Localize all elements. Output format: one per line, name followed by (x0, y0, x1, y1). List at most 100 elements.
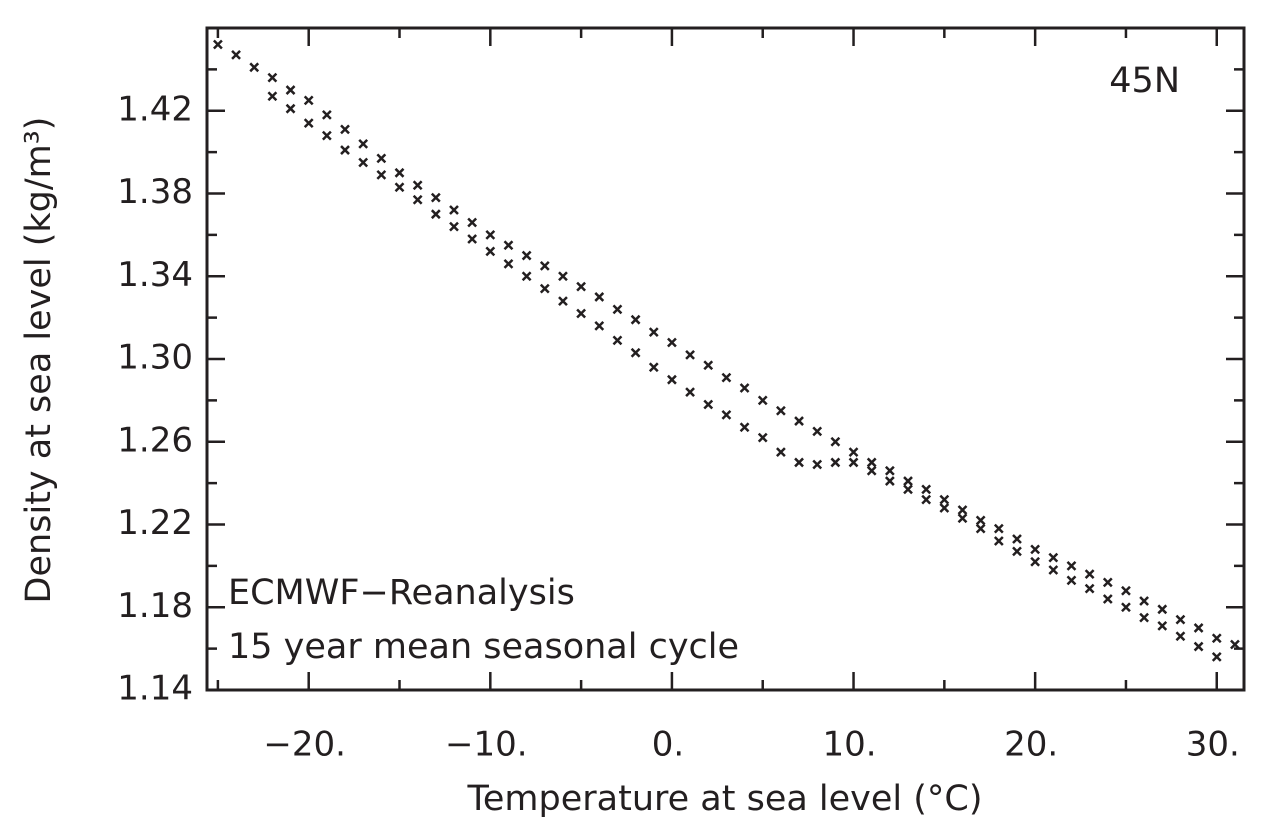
point (884, 465, 895, 476)
point (757, 395, 768, 406)
y-tick-label: 1.18 (117, 586, 193, 626)
point (630, 347, 641, 358)
x-tick-label: 20. (1004, 725, 1058, 765)
y-tick-label: 1.26 (117, 420, 193, 460)
point (830, 436, 841, 447)
y-tick-label: 1.22 (117, 503, 193, 543)
point (757, 432, 768, 443)
point (794, 416, 804, 426)
point (594, 292, 605, 302)
point (1121, 585, 1131, 596)
point (376, 169, 387, 180)
point (1084, 583, 1095, 594)
point (1066, 560, 1077, 571)
point (576, 308, 587, 319)
point (739, 422, 750, 433)
point (340, 145, 350, 155)
point (521, 271, 532, 282)
point (848, 457, 859, 468)
point (884, 476, 895, 486)
point (1084, 569, 1095, 580)
point (321, 110, 332, 120)
point (903, 476, 913, 486)
y-tick-label: 1.42 (117, 89, 193, 129)
point (376, 153, 387, 164)
point (1139, 612, 1149, 623)
point (249, 62, 260, 73)
point (340, 124, 350, 135)
point (267, 72, 278, 83)
point (1139, 596, 1149, 606)
point (993, 536, 1004, 546)
y-tick-label: 1.34 (117, 255, 193, 295)
point (794, 457, 804, 468)
y-tick-label: 1.14 (117, 669, 193, 709)
point (1175, 614, 1186, 625)
x-tick-label: −10. (445, 725, 528, 765)
point (703, 360, 714, 371)
point (485, 229, 496, 240)
point (394, 167, 405, 178)
point (576, 281, 587, 292)
point (903, 484, 913, 495)
point (303, 95, 314, 106)
point (1157, 620, 1168, 631)
y-tick-label: 1.38 (117, 172, 193, 212)
point (1175, 631, 1186, 642)
point (213, 39, 223, 50)
point (685, 387, 695, 397)
point (358, 157, 369, 168)
x-tick-label: −20. (263, 725, 346, 765)
point (975, 523, 986, 534)
point (830, 457, 841, 468)
point (921, 484, 932, 495)
point (394, 182, 405, 193)
point (1030, 556, 1041, 567)
point (449, 221, 459, 232)
point (412, 194, 423, 205)
point (975, 515, 986, 526)
point (503, 258, 514, 269)
point (449, 205, 459, 215)
point (430, 192, 441, 203)
point (539, 283, 550, 294)
point (558, 296, 568, 306)
point (1048, 565, 1059, 575)
point (285, 85, 296, 95)
point (612, 304, 623, 315)
point (993, 523, 1004, 534)
point (667, 374, 677, 385)
point (812, 459, 823, 470)
point (957, 513, 968, 524)
point (503, 240, 514, 251)
point (1211, 633, 1222, 644)
point (866, 465, 877, 476)
point (267, 91, 278, 102)
x-tick-label: 30. (1186, 725, 1240, 765)
point (1030, 544, 1041, 555)
x-axis-label: Temperature at sea level (°C) (466, 779, 982, 819)
point (1193, 641, 1204, 652)
point (703, 399, 714, 410)
point (848, 447, 859, 457)
point (412, 180, 423, 191)
point (231, 50, 241, 60)
point (648, 362, 659, 373)
point (866, 457, 877, 468)
point (721, 372, 732, 383)
point (812, 426, 823, 437)
point (285, 103, 296, 114)
y-tick-label: 1.30 (117, 338, 193, 378)
point (321, 130, 332, 141)
point (594, 321, 605, 331)
point (612, 335, 623, 346)
point (1230, 639, 1240, 650)
point (358, 138, 369, 149)
point (1157, 604, 1168, 615)
point (485, 246, 496, 257)
point (721, 409, 732, 420)
point (939, 503, 950, 513)
point (921, 494, 932, 505)
point (467, 234, 478, 244)
